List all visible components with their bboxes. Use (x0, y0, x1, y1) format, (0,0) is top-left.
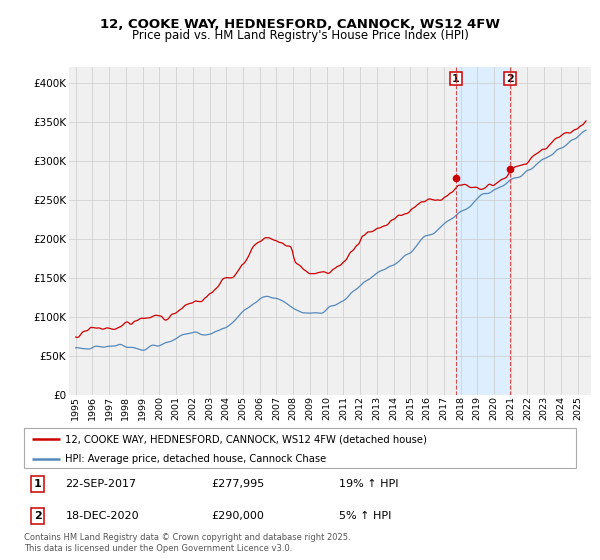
Text: Contains HM Land Registry data © Crown copyright and database right 2025.
This d: Contains HM Land Registry data © Crown c… (24, 533, 350, 553)
Text: 2: 2 (506, 74, 514, 84)
Bar (456, 67, 510, 395)
Text: 2: 2 (34, 511, 41, 521)
Text: £290,000: £290,000 (212, 511, 265, 521)
Text: 1: 1 (452, 74, 460, 84)
Text: 12, COOKE WAY, HEDNESFORD, CANNOCK, WS12 4FW (detached house): 12, COOKE WAY, HEDNESFORD, CANNOCK, WS12… (65, 435, 427, 445)
Text: Price paid vs. HM Land Registry's House Price Index (HPI): Price paid vs. HM Land Registry's House … (131, 29, 469, 42)
Text: 1: 1 (34, 479, 41, 489)
Text: 22-SEP-2017: 22-SEP-2017 (65, 479, 137, 489)
Text: 19% ↑ HPI: 19% ↑ HPI (338, 479, 398, 489)
Text: 18-DEC-2020: 18-DEC-2020 (65, 511, 139, 521)
Text: 12, COOKE WAY, HEDNESFORD, CANNOCK, WS12 4FW: 12, COOKE WAY, HEDNESFORD, CANNOCK, WS12… (100, 18, 500, 31)
Text: 5% ↑ HPI: 5% ↑ HPI (338, 511, 391, 521)
Text: HPI: Average price, detached house, Cannock Chase: HPI: Average price, detached house, Cann… (65, 454, 326, 464)
Text: £277,995: £277,995 (212, 479, 265, 489)
